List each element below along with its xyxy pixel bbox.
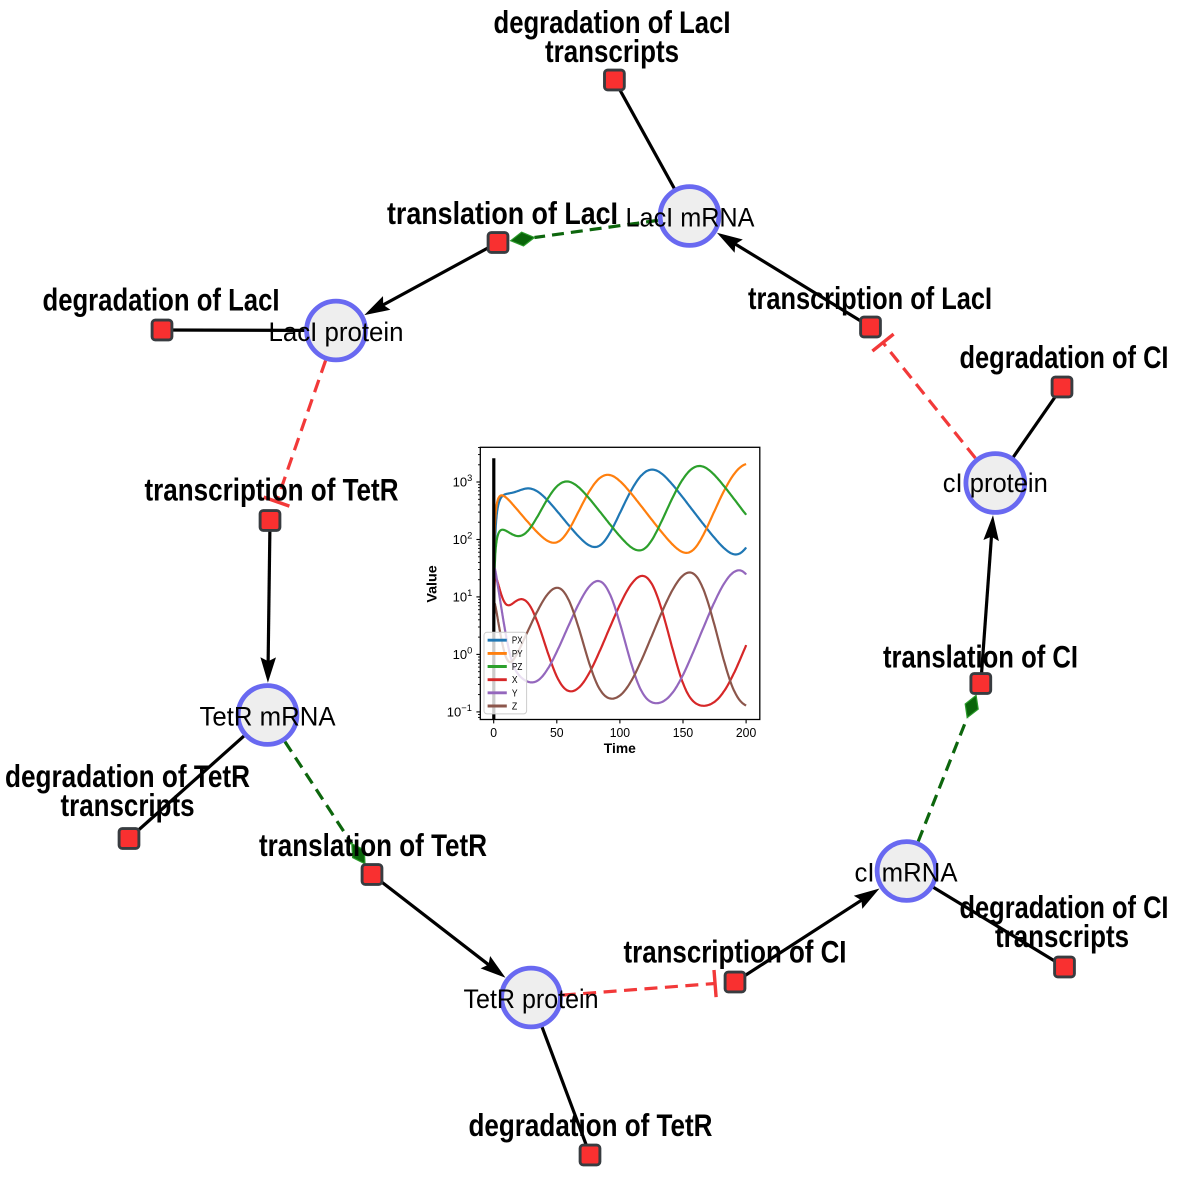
- svg-text:translation of CI: translation of CI: [883, 639, 1078, 675]
- svg-text:transcription of LacI: transcription of LacI: [748, 280, 992, 316]
- svg-text:cI protein: cI protein: [943, 468, 1048, 498]
- svg-text:Y: Y: [512, 688, 518, 699]
- svg-text:degradation of TetR: degradation of TetR: [5, 758, 250, 794]
- svg-text:200: 200: [736, 725, 756, 740]
- svg-text:Value: Value: [425, 565, 441, 603]
- svg-text:50: 50: [550, 725, 564, 740]
- svg-text:transcription of CI: transcription of CI: [624, 934, 847, 970]
- svg-text:transcripts: transcripts: [995, 918, 1129, 954]
- svg-text:LacI protein: LacI protein: [269, 317, 404, 347]
- svg-text:Time: Time: [604, 741, 636, 757]
- svg-text:transcription of TetR: transcription of TetR: [145, 472, 399, 508]
- svg-text:PZ: PZ: [512, 662, 522, 673]
- svg-text:X: X: [512, 675, 518, 686]
- svg-text:translation of LacI: translation of LacI: [387, 195, 618, 231]
- svg-text:cI mRNA: cI mRNA: [855, 858, 958, 888]
- svg-text:translation of TetR: translation of TetR: [259, 827, 487, 863]
- svg-text:TetR protein: TetR protein: [464, 984, 599, 1014]
- svg-text:degradation of CI: degradation of CI: [960, 339, 1169, 375]
- svg-text:degradation of CI: degradation of CI: [960, 889, 1169, 925]
- svg-text:degradation of LacI: degradation of LacI: [494, 4, 731, 40]
- svg-text:TetR mRNA: TetR mRNA: [200, 702, 336, 732]
- svg-text:degradation of TetR: degradation of TetR: [469, 1107, 713, 1143]
- svg-text:100: 100: [610, 725, 630, 740]
- svg-text:LacI mRNA: LacI mRNA: [626, 203, 755, 233]
- svg-text:150: 150: [673, 725, 693, 740]
- svg-text:PY: PY: [512, 649, 523, 660]
- svg-text:Z: Z: [512, 702, 517, 713]
- svg-text:transcripts: transcripts: [61, 787, 195, 823]
- svg-text:0: 0: [490, 725, 497, 740]
- svg-text:PX: PX: [512, 636, 523, 647]
- svg-text:degradation of LacI: degradation of LacI: [43, 282, 280, 318]
- svg-text:transcripts: transcripts: [545, 33, 679, 69]
